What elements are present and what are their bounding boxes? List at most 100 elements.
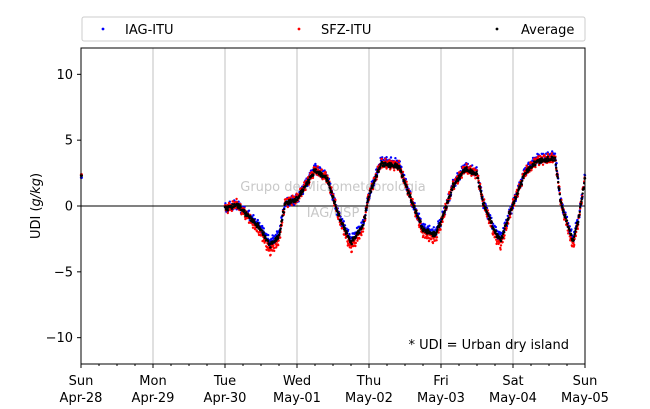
point-average: [367, 197, 370, 201]
point-average: [465, 166, 468, 169]
point-average: [415, 212, 418, 215]
point-average: [239, 204, 242, 207]
point-average: [451, 188, 454, 192]
y-tick-label: 5: [65, 134, 73, 149]
point-average: [395, 163, 399, 166]
point-average: [345, 229, 348, 233]
point-sfz-itu: [265, 248, 268, 251]
point-average: [582, 186, 585, 189]
point-iag-itu: [394, 157, 397, 160]
point-average: [371, 186, 374, 189]
point-average: [575, 224, 578, 228]
point-sfz-itu: [439, 228, 442, 231]
point-average: [439, 224, 442, 227]
point-iag-itu: [319, 166, 322, 170]
point-iag-itu: [576, 218, 579, 222]
point-average: [308, 178, 311, 181]
point-sfz-itu: [361, 230, 365, 233]
point-iag-itu: [553, 152, 557, 155]
point-average: [421, 225, 424, 228]
point-iag-itu: [551, 150, 554, 153]
watermark-line-1: Grupo de Micrometeorologia: [240, 180, 426, 195]
point-average: [326, 176, 329, 180]
point-iag-itu: [428, 224, 431, 227]
y-tick-label: −5: [54, 265, 73, 280]
point-average: [403, 179, 406, 183]
point-iag-itu: [247, 209, 251, 212]
point-average: [415, 209, 418, 212]
point-average: [368, 192, 371, 195]
point-average: [528, 169, 531, 172]
point-average: [579, 202, 583, 206]
point-average: [568, 229, 571, 232]
point-average: [499, 239, 503, 243]
point-sfz-itu: [537, 155, 540, 158]
point-iag-itu: [348, 232, 351, 236]
point-average: [546, 155, 549, 158]
point-average: [515, 196, 518, 199]
point-average: [477, 177, 480, 180]
point-sfz-itu: [235, 197, 238, 201]
point-iag-itu: [423, 223, 427, 226]
point-average: [279, 227, 282, 230]
point-iag-itu: [437, 220, 440, 223]
x-tick-label-date: Apr-28: [60, 391, 103, 406]
point-average: [411, 202, 415, 205]
point-iag-itu: [417, 212, 421, 215]
y-axis-label-main: UDI (: [29, 206, 44, 239]
point-average: [261, 229, 264, 232]
point-average: [555, 169, 558, 172]
legend-marker-iag-itu: [101, 27, 105, 31]
point-sfz-itu: [309, 172, 312, 175]
point-average: [489, 217, 492, 220]
point-sfz-itu: [380, 157, 383, 161]
point-average: [579, 206, 582, 209]
y-axis-label-close: ): [29, 173, 44, 178]
point-sfz-itu: [317, 168, 320, 171]
point-average: [507, 218, 510, 221]
point-iag-itu: [314, 162, 317, 166]
point-sfz-itu: [567, 232, 570, 235]
point-sfz-itu: [251, 226, 255, 229]
point-sfz-itu: [322, 172, 325, 175]
point-average: [277, 236, 280, 240]
point-average: [449, 194, 452, 197]
point-average: [564, 213, 567, 216]
point-iag-itu: [262, 227, 265, 230]
x-tick-label-date: May-01: [273, 391, 321, 406]
point-average: [577, 220, 580, 223]
point-average: [279, 224, 283, 227]
point-iag-itu: [389, 156, 393, 159]
point-average: [375, 174, 379, 178]
point-average: [400, 171, 403, 174]
point-sfz-itu: [417, 224, 421, 227]
legend-marker-sfz-itu: [297, 27, 301, 31]
point-sfz-itu: [405, 180, 408, 183]
point-sfz-itu: [503, 234, 506, 237]
point-sfz-itu: [360, 233, 363, 237]
point-average: [522, 176, 525, 180]
point-average: [503, 231, 506, 234]
x-tick-label-day: Tue: [213, 374, 236, 389]
point-average: [345, 232, 349, 235]
point-average: [558, 188, 561, 191]
legend-label-average: Average: [521, 23, 574, 38]
point-sfz-itu: [495, 238, 498, 241]
point-average: [243, 209, 246, 212]
point-sfz-itu: [227, 201, 231, 205]
point-average: [368, 195, 371, 198]
point-sfz-itu: [364, 211, 367, 214]
point-average: [256, 222, 259, 225]
x-tick-label-day: Sat: [502, 374, 523, 389]
point-sfz-itu: [435, 239, 438, 242]
point-sfz-itu: [295, 192, 298, 195]
point-average: [328, 183, 331, 187]
point-sfz-itu: [304, 188, 307, 192]
point-average: [481, 198, 484, 201]
point-sfz-itu: [279, 236, 282, 239]
point-sfz-itu: [230, 209, 233, 213]
point-average: [405, 186, 409, 189]
point-sfz-itu: [277, 243, 280, 247]
x-tick-label-day: Mon: [139, 374, 166, 389]
point-sfz-itu: [273, 249, 276, 253]
